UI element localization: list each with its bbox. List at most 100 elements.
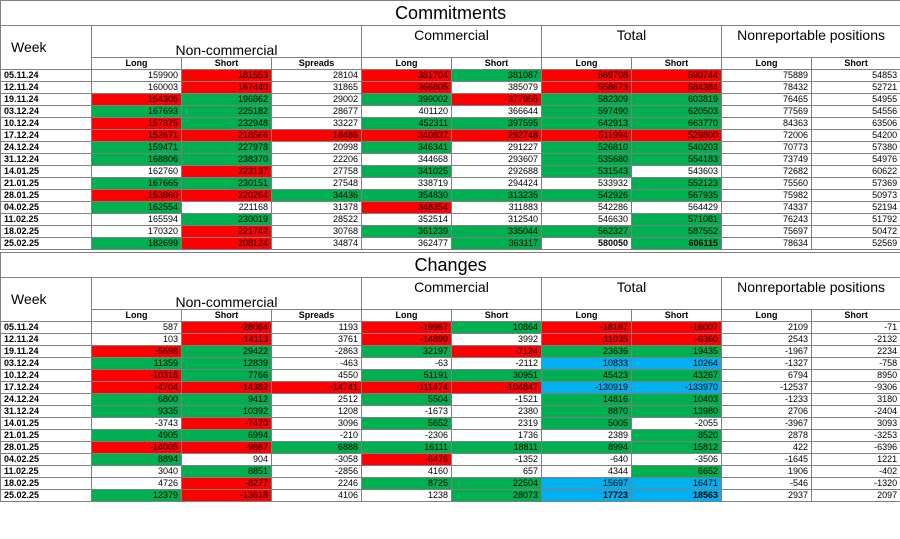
value-cell: 8725 — [361, 477, 452, 490]
value-cell: 293607 — [451, 153, 542, 166]
week-cell: 24.12.24 — [0, 141, 92, 154]
value-cell: -19967 — [361, 321, 452, 334]
value-cell: 30951 — [451, 369, 542, 382]
value-cell: 582309 — [541, 93, 632, 106]
value-cell: 19435 — [631, 345, 722, 358]
value-cell: 160003 — [91, 81, 182, 94]
value-cell: 385079 — [451, 81, 542, 94]
table-row: 28.01.25 153860 220264 34436 354830 313235 542… — [0, 189, 900, 202]
week-cell: 04.02.25 — [0, 453, 92, 466]
value-cell: -12537 — [721, 381, 812, 394]
week-cell: 25.02.25 — [0, 489, 92, 502]
value-cell: 377955 — [451, 93, 542, 106]
value-cell: 8950 — [810, 369, 900, 382]
value-cell: 227978 — [181, 141, 272, 154]
value-cell: 16471 — [631, 477, 722, 490]
value-cell: -2132 — [810, 333, 900, 346]
column-header: Long — [721, 309, 812, 322]
table-row: 11.02.25 3040 8851 -2856 4160 657 4344 6652 1906… — [0, 465, 900, 478]
value-cell: -3058 — [271, 453, 362, 466]
table-row: 05.11.24 159900 181553 28104 381704 381087 569… — [0, 69, 900, 82]
column-header: Spreads — [271, 57, 362, 70]
value-cell: 167665 — [91, 177, 182, 190]
value-cell: 52194 — [810, 201, 900, 214]
value-cell: -1645 — [721, 453, 812, 466]
value-cell: 22206 — [271, 153, 362, 166]
value-cell: 77569 — [721, 105, 812, 118]
table-row: 28.01.25 -14005 -9887 6888 16111 18811 8994 158… — [0, 441, 900, 454]
value-cell: 10833 — [541, 357, 632, 370]
value-cell: 34436 — [271, 189, 362, 202]
week-cell: 14.01.25 — [0, 165, 92, 178]
value-cell: 2380 — [451, 405, 542, 418]
value-cell: 103 — [91, 333, 182, 346]
column-header: Short — [810, 57, 900, 70]
value-cell: -463 — [271, 357, 362, 370]
value-cell: 362477 — [361, 237, 452, 250]
value-cell: 45423 — [541, 369, 632, 382]
week-cell: 11.02.25 — [0, 465, 92, 478]
value-cell: 51191 — [361, 369, 452, 382]
value-cell: 154305 — [91, 93, 182, 106]
table-row: 21.01.25 4905 6994 -210 -2306 1736 2389 8520 287… — [0, 429, 900, 442]
value-cell: 291227 — [451, 141, 542, 154]
changes-title-row: Changes — [0, 252, 900, 278]
value-cell: 352514 — [361, 213, 452, 226]
value-cell: -9306 — [810, 381, 900, 394]
table-row: 05.11.24 587 -28064 1193 -19967 10864 -18187 -1… — [0, 321, 900, 334]
value-cell: 341025 — [361, 165, 452, 178]
value-cell: 51792 — [810, 213, 900, 226]
value-cell: -63 — [361, 357, 452, 370]
value-cell: 3992 — [451, 333, 542, 346]
value-cell: 170320 — [91, 225, 182, 238]
table-row: 18.02.25 170320 221742 30768 361239 335044 562… — [0, 225, 900, 238]
week-cell: 31.12.24 — [0, 405, 92, 418]
value-cell: 2543 — [721, 333, 812, 346]
value-cell: 597490 — [541, 105, 632, 118]
table-row: 25.02.25 12379 -13618 4106 1238 28073 17723 185… — [0, 489, 900, 502]
week-header: Week — [0, 25, 92, 70]
table-row: 14.01.25 -3743 -7470 3096 5652 2319 5005 -2055-… — [0, 417, 900, 430]
value-cell: 422 — [721, 441, 812, 454]
table-row: 11.02.25 165594 230019 28522 352514 312540 546… — [0, 213, 900, 226]
value-cell: 75889 — [721, 69, 812, 82]
value-cell: 225182 — [181, 105, 272, 118]
value-cell: -6360 — [631, 333, 722, 346]
column-header: Long — [361, 57, 452, 70]
table-row: 19.11.24 154305 196862 29002 399002 377955 582… — [0, 93, 900, 106]
week-cell: 04.02.25 — [0, 201, 92, 214]
value-cell: -1673 — [361, 405, 452, 418]
value-cell: -3967 — [721, 417, 812, 430]
value-cell: 535680 — [541, 153, 632, 166]
value-cell: 6800 — [91, 393, 182, 406]
value-cell: 8870 — [541, 405, 632, 418]
value-cell: 381704 — [361, 69, 452, 82]
value-cell: 3761 — [271, 333, 362, 346]
value-cell: 20998 — [271, 141, 362, 154]
cot-report: Commitments Week Non-commercial Commercial T… — [0, 0, 900, 502]
value-cell: 9335 — [91, 405, 182, 418]
value-cell: 230151 — [181, 177, 272, 190]
nonreportable-header: Nonreportable positions — [720, 277, 900, 310]
value-cell: 452311 — [361, 117, 452, 130]
value-cell: 157375 — [91, 117, 182, 130]
value-cell: -1521 — [451, 393, 542, 406]
value-cell: -5698 — [91, 345, 182, 358]
value-cell: 12839 — [181, 357, 272, 370]
value-cell: 571081 — [631, 213, 722, 226]
value-cell: 381087 — [451, 69, 542, 82]
week-cell: 18.02.25 — [0, 477, 92, 490]
value-cell: 32197 — [361, 345, 452, 358]
value-cell: 294424 — [451, 177, 542, 190]
value-cell: 540203 — [631, 141, 722, 154]
table-row: 21.01.25 167665 230151 27548 338719 294424 533… — [0, 177, 900, 190]
value-cell: 546630 — [541, 213, 632, 226]
value-cell: 63506 — [810, 117, 900, 130]
value-cell: 84363 — [721, 117, 812, 130]
commitments-sub-header: Long Short Spreads Long Short Long Short Long Sh… — [1, 57, 900, 70]
column-header: Spreads — [271, 309, 362, 322]
table-row: 25.02.25 182699 208124 34874 362477 363117 580… — [0, 237, 900, 250]
value-cell: -13618 — [181, 489, 272, 502]
value-cell: -1967 — [721, 345, 812, 358]
changes-sub-header: Long Short Spreads Long Short Long Short Long Sh… — [1, 309, 900, 322]
